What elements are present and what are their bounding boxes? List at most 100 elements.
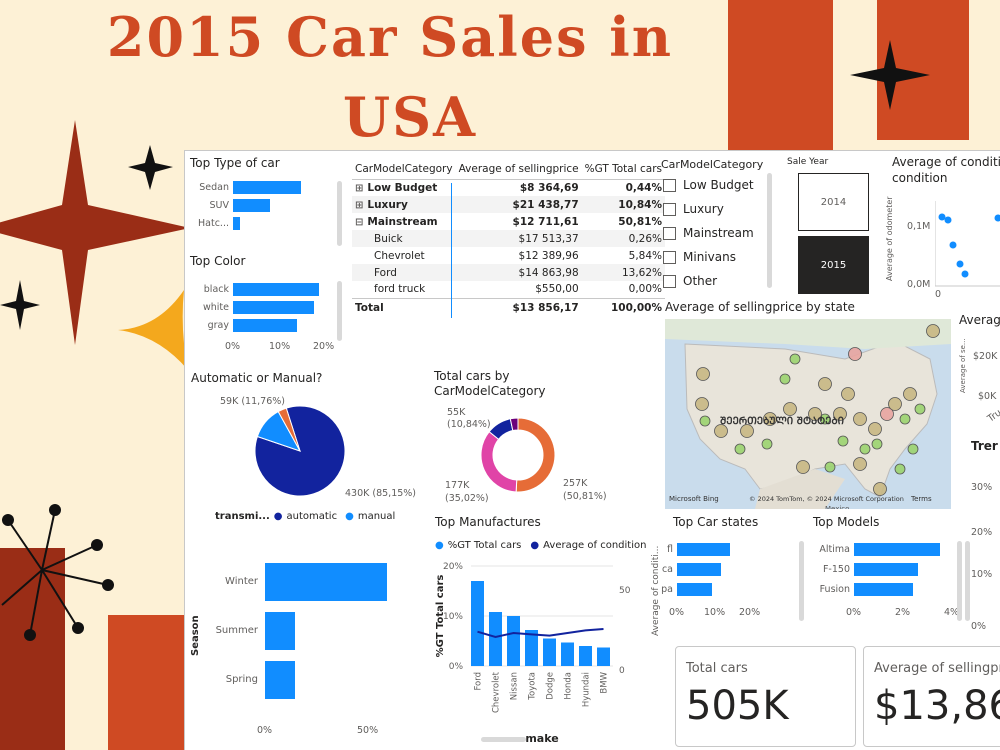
manufactures-chart: 20% 10% 0% 50 0 Ford Chevrolet Nissan Toyota Dodg… — [435, 562, 631, 745]
bar — [525, 630, 538, 666]
top-type-chart: Sedan SUV Hatc... — [185, 181, 345, 241]
checkbox[interactable] — [663, 226, 676, 240]
map-bubble — [837, 435, 849, 447]
map-bubble — [914, 403, 926, 415]
map-credit: Microsoft Bing — [669, 495, 719, 503]
map-bubble — [873, 482, 887, 496]
matrix-header: %GT Total cars — [584, 162, 662, 175]
bar — [265, 563, 387, 601]
bar — [854, 563, 918, 576]
matrix-row: ⊟ Mainstream $12 711,61 50,81% — [352, 213, 665, 230]
manuf-title: Top Manufactures — [435, 515, 541, 529]
donut-title: Total cars by CarModelCategory — [434, 369, 546, 398]
bar — [677, 563, 721, 576]
checkbox[interactable] — [663, 250, 676, 264]
map-bubble — [763, 412, 777, 426]
matrix-header: Average of sellingprice — [458, 162, 579, 175]
map-bubble — [926, 324, 940, 338]
bar — [233, 283, 319, 296]
map-bubble — [871, 438, 883, 450]
bar — [471, 581, 484, 666]
map-bubble — [818, 377, 832, 391]
bar — [265, 661, 296, 699]
pie-slice — [277, 407, 301, 452]
top-color-chart: black white gray 0% 10% 20% — [185, 283, 345, 363]
map-bubble — [734, 443, 746, 455]
slicer-item[interactable]: Luxury — [663, 197, 754, 221]
axis-tick: 20% — [739, 607, 761, 618]
bar-label: Summer — [215, 625, 258, 636]
map-title: Average of sellingprice by state — [665, 300, 855, 314]
axis-tick: 10% — [443, 612, 463, 622]
axis-tick: 0% — [449, 662, 464, 672]
category-label: Toyota — [528, 672, 538, 701]
category-label: Honda — [564, 672, 574, 700]
map-bubble — [907, 443, 919, 455]
checkbox[interactable] — [663, 274, 676, 288]
year-slicer-title: Sale Year — [787, 157, 829, 167]
map-bubble — [696, 367, 710, 381]
axis-tick: 50 — [619, 586, 631, 596]
map-bubble — [894, 463, 906, 475]
transmission-pie — [255, 405, 346, 496]
scatter-chart — [935, 201, 1000, 287]
matrix-row: Chevrolet $12 389,96 5,84% — [352, 247, 665, 264]
donut-slice — [509, 417, 519, 432]
map-bubble — [695, 397, 709, 411]
category-label: Nissan — [510, 672, 520, 700]
sparkle-icon — [850, 40, 930, 110]
year-2015-button[interactable]: 2015 — [798, 236, 869, 294]
map-bubble — [779, 373, 791, 385]
checkbox[interactable] — [663, 178, 676, 192]
bar — [233, 181, 302, 194]
axis-tick: 0 — [619, 666, 625, 676]
donut-slice — [515, 417, 556, 493]
bar-label: SUV — [209, 200, 229, 211]
map-bubble — [888, 397, 902, 411]
manual-label: 59K (11,76%) — [220, 396, 285, 407]
map-bubble — [824, 461, 836, 473]
matrix-header: CarModelCategory — [355, 162, 453, 175]
state-price-map[interactable]: ᲨᲔᲔᲠᲗᲔᲑᲣᲚᲘ ᲨᲢᲐᲢᲔᲑᲘ Microsoft Bing © 2024 T… — [665, 319, 951, 509]
donut-slice — [480, 431, 518, 493]
map-bubble — [783, 402, 797, 416]
map-label: Mexico — [825, 505, 849, 509]
category-donut — [480, 417, 556, 493]
map-terms-link: Terms — [910, 495, 932, 503]
axis-tick: 10% — [269, 341, 291, 352]
slicer-item[interactable]: Low Budget — [663, 173, 754, 197]
y-axis-label: %GT Total cars — [435, 575, 446, 658]
sparkle-icon — [128, 145, 173, 190]
matrix-row: ⊞ Luxury $21 438,77 10,84% — [352, 196, 665, 213]
bar-label: Spring — [225, 674, 258, 685]
models-title: Top Models — [813, 515, 880, 529]
x-axis-label: make — [525, 732, 558, 745]
total-cars-card: Total cars 505K — [675, 646, 856, 747]
axis-tick: 20% — [443, 562, 463, 572]
map-bubble — [761, 438, 773, 450]
checkbox[interactable] — [663, 202, 676, 216]
top-color-title: Top Color — [190, 254, 246, 268]
bar-label: ca — [661, 564, 673, 575]
map-bubble — [796, 460, 810, 474]
map-bubble — [848, 347, 862, 361]
bar-label: pa — [661, 584, 673, 595]
year-2014-button[interactable]: 2014 — [798, 173, 869, 231]
map-bubble — [819, 413, 831, 425]
transmission-legend: transmi... ● automatic ● manual — [215, 511, 396, 522]
category-label: Chevrolet — [492, 671, 502, 713]
bar — [233, 301, 315, 314]
bar — [543, 638, 556, 666]
matrix-total-row: Total $13 856,17 100,00% — [352, 298, 665, 318]
slicer-item[interactable]: Minivans — [663, 245, 754, 269]
condition-line — [477, 628, 604, 639]
bar — [579, 646, 592, 666]
map-bubble — [833, 407, 847, 421]
axis-tick: 0% — [669, 607, 685, 618]
atom-decoration-icon — [1, 504, 114, 641]
slicer-item[interactable]: Mainstream — [663, 221, 754, 245]
slicer-item[interactable]: Other — [663, 269, 754, 293]
category-label: Ford — [474, 672, 484, 691]
matrix-row: ⊞ Low Budget $8 364,69 0,44% — [352, 179, 665, 196]
bar-label: gray — [207, 320, 229, 331]
